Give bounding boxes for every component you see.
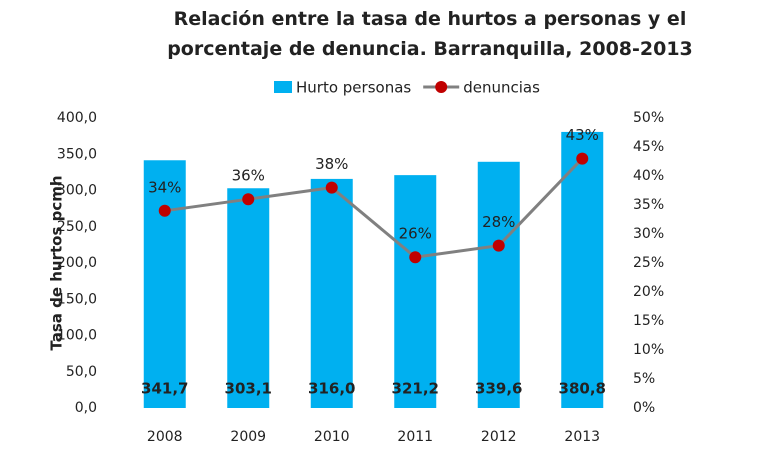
line-value-label: 34% <box>148 178 181 196</box>
y2-tick-label: 0% <box>633 400 655 416</box>
y-tick-label: 50,0 <box>66 364 97 380</box>
y2-tick-label: 5% <box>633 371 655 387</box>
bar <box>310 178 353 408</box>
y2-tick-label: 45% <box>633 139 664 155</box>
bar <box>561 131 604 409</box>
bar <box>227 188 270 408</box>
y2-tick-label: 40% <box>633 168 664 184</box>
bar-value-label: 303,1 <box>225 380 272 398</box>
legend-swatch <box>274 81 292 93</box>
bar-value-label: 316,0 <box>308 380 355 398</box>
y2-tick-label: 15% <box>633 313 664 329</box>
y-tick-label: 300,0 <box>57 183 97 199</box>
bar-value-label: 380,8 <box>559 380 606 398</box>
line-value-label: 36% <box>232 167 265 185</box>
legend-label: denuncias <box>463 79 540 97</box>
y-tick-label: 150,0 <box>57 291 97 307</box>
x-tick-label: 2008 <box>147 429 183 445</box>
line-value-label: 38% <box>315 155 348 173</box>
line <box>164 157 584 259</box>
x-tick-label: 2012 <box>481 429 517 445</box>
y2-tick-label: 25% <box>633 255 664 271</box>
y-tick-label: 0,0 <box>75 400 97 416</box>
y-axis-label: Tasa de hurtos pcmh <box>48 175 66 350</box>
x-tick-label: 2011 <box>397 429 433 445</box>
y2-tick-label: 20% <box>633 284 664 300</box>
y-tick-label: 400,0 <box>57 110 97 126</box>
bar <box>143 160 186 408</box>
bar <box>477 161 520 408</box>
y-tick-label: 250,0 <box>57 219 97 235</box>
y2-tick-label: 35% <box>633 197 664 213</box>
legend-label: Hurto personas <box>296 79 411 97</box>
bar <box>394 175 437 408</box>
line-marker <box>158 204 171 217</box>
bar-value-label: 341,7 <box>141 380 188 398</box>
line-value-label: 26% <box>399 225 432 243</box>
line-marker <box>409 251 422 264</box>
line-marker <box>492 239 505 252</box>
y-tick-label: 200,0 <box>57 255 97 271</box>
bar-value-label: 321,2 <box>392 380 439 398</box>
line-value-label: 43% <box>566 126 599 144</box>
line-value-label: 28% <box>482 213 515 231</box>
y-tick-label: 350,0 <box>57 146 97 162</box>
chart-title: Relación entre la tasa de hurtos a perso… <box>167 8 693 60</box>
line-marker <box>325 181 338 194</box>
y2-tick-label: 30% <box>633 226 664 242</box>
legend-marker <box>435 81 448 93</box>
bar-value-label: 339,6 <box>475 380 522 398</box>
line-marker <box>242 193 255 206</box>
line-marker <box>576 152 589 165</box>
y2-tick-label: 50% <box>633 110 664 126</box>
x-tick-label: 2010 <box>314 429 350 445</box>
y2-tick-label: 10% <box>633 342 664 358</box>
x-tick-label: 2013 <box>564 429 600 445</box>
x-tick-label: 2009 <box>230 429 266 445</box>
y-tick-label: 100,0 <box>57 328 97 344</box>
